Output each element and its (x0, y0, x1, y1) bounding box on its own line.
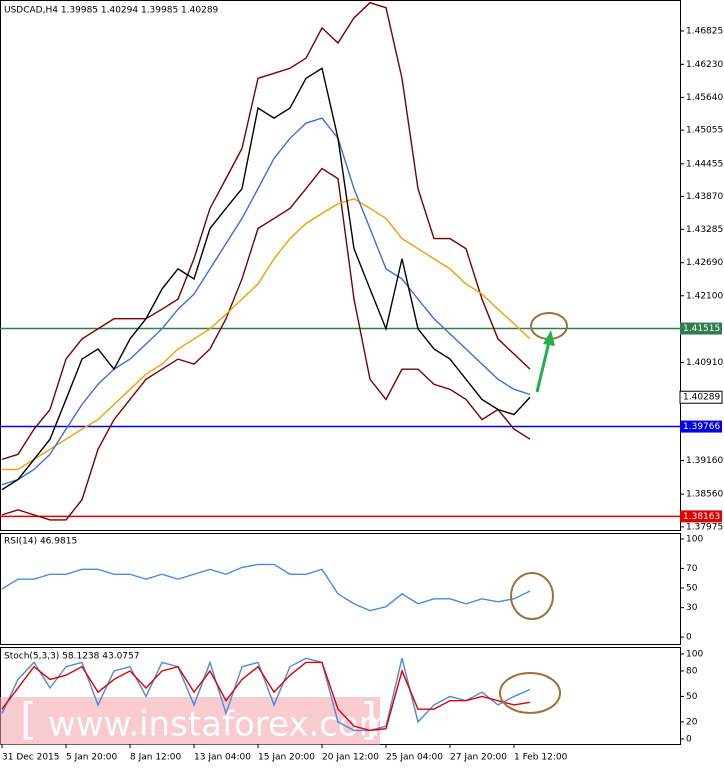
series-line (1, 563, 531, 612)
level-label: 1.39766 (683, 422, 720, 432)
y-tick-label: 30 (686, 603, 698, 613)
y-tick-label: 1.39160 (686, 456, 723, 466)
series-line (1, 167, 531, 521)
y-tick-label: 1.37975 (686, 522, 723, 532)
y-tick-label: 1.46825 (686, 26, 723, 36)
x-tick-label: 1 Feb 12:00 (514, 753, 568, 763)
y-tick-label: 1.38560 (686, 490, 723, 500)
price-label: 1.40289 (683, 393, 720, 403)
y-tick-label: 70 (686, 564, 698, 574)
y-tick-label: 0 (686, 633, 692, 643)
y-tick-label: 20 (686, 717, 698, 727)
level-label-box (680, 420, 722, 433)
y-tick-label: 1.42690 (686, 258, 723, 268)
rsi-panel (0, 533, 681, 645)
main-panel (0, 0, 681, 531)
series-line (1, 1, 531, 461)
watermark-band (0, 697, 380, 745)
y-tick-label: 100 (686, 534, 703, 544)
series-line (1, 661, 531, 732)
y-tick-label: 0 (686, 734, 692, 744)
x-tick-label: 15 Jan 20:00 (258, 753, 315, 763)
x-tick-label: 13 Jan 04:00 (194, 753, 251, 763)
x-tick-label: 25 Jan 04:00 (386, 753, 443, 763)
x-tick-label: 31 Dec 2015 (2, 753, 60, 763)
series-line (1, 67, 531, 491)
watermark-bracket: ] (360, 694, 377, 745)
y-tick-label: 1.45640 (686, 93, 723, 103)
y-tick-label: 50 (686, 692, 698, 702)
level-label: 1.41515 (683, 324, 720, 334)
y-tick-label: 100 (686, 649, 703, 659)
chart-title: USDCAD,H4 1.39985 1.40294 1.39985 1.4028… (4, 6, 219, 16)
x-tick-label: 5 Jan 20:00 (66, 753, 118, 763)
x-tick-label: 20 Jan 12:00 (322, 753, 379, 763)
y-tick-label: 80 (686, 666, 698, 676)
rsi-circle (510, 572, 554, 620)
stoch-title: Stoch(5,3,3) 58.1238 43.0757 (4, 652, 139, 662)
x-tick-label: 8 Jan 12:00 (130, 753, 182, 763)
y-tick-label: 1.44455 (686, 159, 723, 169)
stoch-circle (499, 672, 561, 714)
arrow-shaft (535, 341, 551, 393)
y-tick-label: 1.46230 (686, 60, 723, 70)
annotations (499, 312, 568, 714)
y-tick-label: 1.42100 (686, 291, 723, 301)
series-line (1, 657, 531, 732)
price-label-box (679, 390, 723, 404)
series-line (2, 198, 531, 471)
y-tick-label: 1.45055 (686, 126, 723, 136)
level-label-box (680, 510, 722, 523)
y-tick-label: 1.40910 (686, 358, 723, 368)
y-tick-label: 1.43285 (686, 225, 723, 235)
y-tick-label: 50 (686, 584, 698, 594)
level-label: 1.38163 (683, 512, 720, 522)
x-tick-label: 27 Jan 20:00 (450, 753, 507, 763)
y-tick-label: 1.43870 (686, 192, 723, 202)
watermark: www.instaforex.com (48, 705, 392, 745)
rsi-title: RSI(14) 46.9815 (4, 537, 77, 547)
series-line (1, 117, 531, 486)
arrow-head (543, 330, 555, 346)
level-label-box (680, 322, 722, 335)
watermark-bracket: [ (20, 694, 37, 745)
